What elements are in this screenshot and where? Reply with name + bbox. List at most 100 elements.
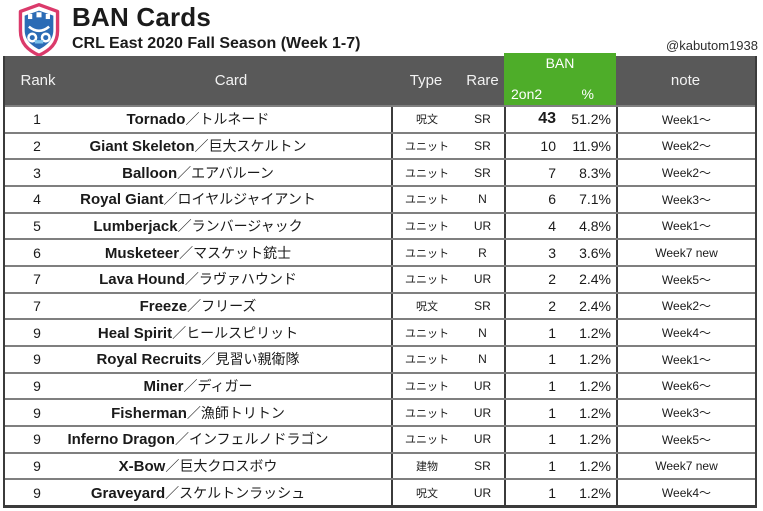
card-name-separator: ／: [165, 457, 180, 474]
table-body: 1 Tornado／トルネード 呪文 SR 43 51.2% Week1～ 2 Giant Sk…: [5, 105, 755, 505]
card-type-cell: 呪文: [391, 480, 461, 505]
table-row: 9 Miner／ディガー ユニット UR 1 1.2% Week6～: [5, 371, 755, 399]
ban-percent-cell: 4.8%: [579, 217, 611, 234]
rank-card-cell: 9 Royal Recruits／見習い親衛隊: [5, 347, 391, 372]
note-cell: Week4～: [616, 480, 755, 505]
card-name-en: Miner: [143, 377, 184, 395]
card-rarity-cell: SR: [474, 112, 491, 127]
rank-value: 3: [33, 164, 41, 181]
card-name-separator: ／: [163, 191, 178, 208]
column-header-2on2: 2on2: [511, 86, 543, 102]
card-rarity-cell: SR: [474, 165, 491, 180]
card-name-separator: ／: [177, 217, 192, 234]
column-header-ban-group: BAN 2on2 %: [504, 53, 616, 105]
card-name-en: Lumberjack: [93, 217, 178, 235]
ban-percent-cell: 51.2%: [571, 111, 611, 128]
rank-card-cell: 9 Miner／ディガー: [5, 374, 391, 399]
card-name-jp: エアバルーン: [191, 164, 274, 181]
card-name: Royal Recruits／見習い親衛隊: [5, 349, 391, 369]
note-cell: Week3～: [616, 186, 755, 212]
rank-card-cell: 7 Freeze／フリーズ: [5, 294, 391, 319]
rank-value: 6: [33, 244, 41, 261]
table-row: 1 Tornado／トルネード 呪文 SR 43 51.2% Week1～: [5, 105, 755, 132]
column-header-note: note: [670, 72, 701, 89]
card-name-en: Graveyard: [90, 484, 166, 502]
ban-percent-cell: 3.6%: [579, 244, 611, 261]
rank-value: 4: [33, 191, 41, 208]
ban-percent-cell: 8.3%: [579, 164, 611, 181]
note-cell: Week7 new: [616, 453, 755, 479]
rank-value: 7: [33, 297, 41, 314]
title-block: BAN Cards CRL East 2020 Fall Season (Wee…: [72, 2, 360, 53]
card-type-cell: 建物: [391, 453, 461, 479]
card-name-en: Lava Hound: [99, 271, 185, 289]
card-type-cell: ユニット: [391, 133, 461, 159]
rank-card-cell: 9 Graveyard／スケルトンラッシュ: [5, 480, 391, 505]
card-name-en: Freeze: [139, 297, 188, 315]
card-rarity-cell: R: [478, 245, 487, 260]
card-name-en: Royal Recruits: [96, 351, 202, 369]
card-name: Musketeer／マスケット銃士: [5, 243, 391, 263]
rank-card-cell: 2 Giant Skeleton／巨大スケルトン: [5, 134, 391, 159]
card-rarity-cell: N: [478, 192, 487, 207]
card-name: Lumberjack／ランバージャック: [5, 216, 391, 236]
card-type-cell: ユニット: [391, 426, 461, 452]
rank-value: 1: [33, 111, 41, 128]
card-rarity-cell: N: [478, 325, 487, 340]
rank-value: 9: [33, 324, 41, 341]
note-cell: Week5～: [616, 426, 755, 452]
ban-count-cell: 1: [504, 373, 561, 399]
card-name-separator: ／: [179, 244, 194, 261]
table-row: 6 Musketeer／マスケット銃士 ユニット R 3 3.6% Week7 new: [5, 238, 755, 265]
ban-count-cell: 7: [504, 160, 561, 185]
card-type-cell: 呪文: [391, 107, 461, 132]
column-header-rare: Rare: [466, 72, 499, 89]
card-type-cell: ユニット: [391, 320, 461, 345]
rank-value: 9: [33, 457, 41, 474]
ban-count-cell: 43: [504, 107, 561, 132]
card-name: Giant Skeleton／巨大スケルトン: [5, 136, 391, 156]
table-row: 9 Fisherman／漁師トリトン ユニット UR 1 1.2% Week3～: [5, 398, 755, 425]
card-rarity-cell: SR: [474, 138, 491, 153]
rank-value: 7: [33, 271, 41, 288]
rank-value: 9: [33, 431, 41, 448]
ban-percent-cell: 7.1%: [579, 191, 611, 208]
card-name-jp: フリーズ: [201, 297, 257, 314]
card-name-separator: ／: [186, 404, 201, 421]
card-name-jp: 見習い親衛隊: [215, 351, 300, 368]
card-name-jp: ディガー: [197, 377, 253, 394]
card-name-en: Fisherman: [111, 404, 187, 422]
card-name: Inferno Dragon／インフェルノドラゴン: [5, 429, 391, 449]
card-name-jp: マスケット銃士: [193, 244, 292, 261]
card-name-en: Royal Giant: [80, 191, 164, 209]
card-rarity-cell: UR: [473, 485, 492, 500]
note-cell: Week5～: [616, 266, 755, 292]
page-subtitle: CRL East 2020 Fall Season (Week 1-7): [72, 35, 361, 52]
card-type-cell: ユニット: [391, 160, 461, 185]
card-type-cell: ユニット: [391, 346, 461, 372]
rank-value: 9: [33, 404, 41, 421]
card-rarity-cell: UR: [473, 378, 492, 393]
card-rarity-cell: UR: [473, 272, 492, 287]
card-name: X-Bow／巨大クロスボウ: [5, 456, 391, 476]
rank-card-cell: 3 Balloon／エアバルーン: [5, 160, 391, 185]
table-row: 9 Graveyard／スケルトンラッシュ 呪文 UR 1 1.2% Week4～: [5, 478, 755, 505]
card-name-en: Inferno Dragon: [67, 431, 175, 449]
note-cell: Week1～: [616, 346, 755, 372]
note-cell: Week7 new: [616, 240, 755, 265]
rank-value: 2: [33, 137, 41, 154]
card-name-en: Balloon: [122, 164, 178, 182]
ban-count-cell: 1: [504, 346, 561, 372]
table-row: 7 Freeze／フリーズ 呪文 SR 2 2.4% Week2～: [5, 291, 755, 319]
ban-count-cell: 1: [504, 453, 561, 479]
card-name-separator: ／: [172, 324, 187, 341]
note-cell: Week2～: [616, 293, 755, 319]
card-name-jp: ヒールスピリット: [186, 324, 299, 341]
column-header-ban: BAN: [545, 55, 575, 71]
rank-card-cell: 5 Lumberjack／ランバージャック: [5, 214, 391, 239]
card-name-jp: スケルトンラッシュ: [179, 484, 306, 501]
table-row: 9 X-Bow／巨大クロスボウ 建物 SR 1 1.2% Week7 new: [5, 451, 755, 479]
ban-percent-cell: 1.2%: [579, 431, 611, 448]
author-credit: @kabutom1938: [666, 38, 758, 53]
